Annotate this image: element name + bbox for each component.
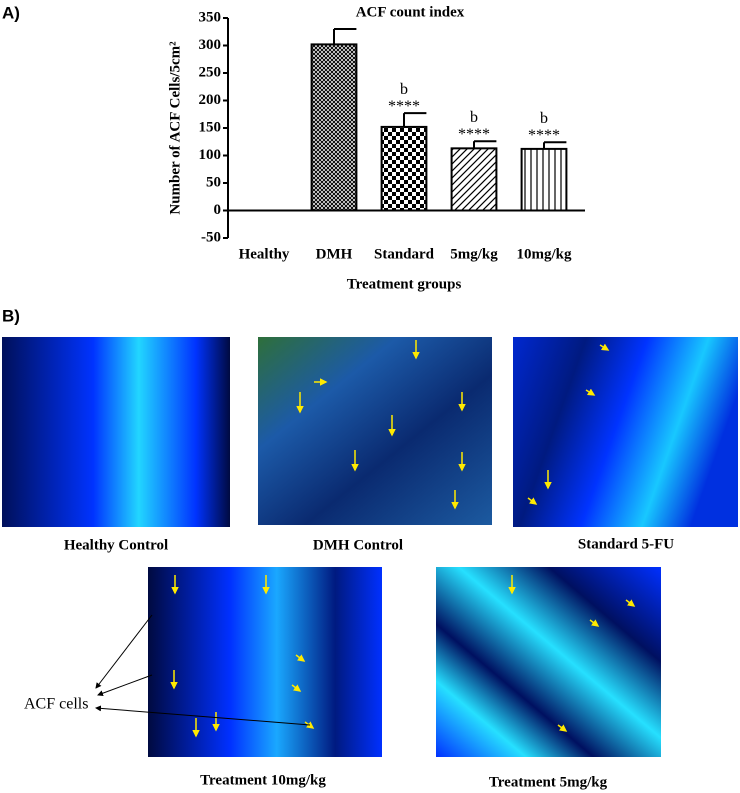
annotation: ACF cells: [24, 696, 88, 713]
y-tick-label: 200: [199, 92, 222, 108]
image-caption: Treatment 5mg/kg: [489, 774, 608, 790]
bar: [520, 147, 568, 212]
significance-letter: b: [540, 110, 548, 127]
significance-letter: b: [400, 81, 408, 98]
bar: [380, 125, 428, 212]
x-tick-label: Standard: [374, 246, 435, 262]
x-tick-label: Healthy: [239, 246, 290, 262]
panel-label: B): [2, 306, 20, 325]
yellow-arrows: [170, 340, 636, 738]
significance-letter: b: [470, 109, 478, 126]
y-tick-label: 50: [206, 174, 221, 190]
x-tick-label: 10mg/kg: [516, 246, 572, 262]
significance-stars: ****: [528, 127, 560, 144]
y-tick-label: 0: [214, 202, 222, 218]
bar: [450, 147, 498, 212]
significance-stars: ****: [458, 126, 490, 143]
y-tick-label: 250: [199, 64, 222, 80]
micrograph: [436, 567, 661, 757]
y-tick-label: 150: [199, 119, 222, 135]
chart-title: ACF count index: [356, 4, 465, 20]
micrograph: [513, 337, 738, 527]
micrograph: [2, 337, 230, 527]
panel-label: A): [2, 3, 20, 22]
image-caption: Treatment 10mg/kg: [200, 772, 326, 788]
y-tick-label: 350: [199, 9, 222, 25]
y-tick-label: -50: [201, 229, 221, 245]
annotation-arrows: [95, 614, 311, 726]
x-tick-label: DMH: [316, 246, 353, 262]
image-caption: Healthy Control: [64, 537, 168, 553]
micrograph: [258, 337, 492, 525]
image-caption: Standard 5-FU: [578, 536, 674, 552]
bar: [310, 43, 358, 212]
y-tick-label: 300: [199, 37, 222, 53]
x-tick-label: 5mg/kg: [450, 246, 498, 262]
y-tick-label: 100: [199, 147, 222, 163]
y-axis-title: Number of ACF Cells/5cm²: [167, 41, 183, 215]
micrograph: [148, 567, 382, 757]
image-caption: DMH Control: [313, 537, 403, 553]
x-axis-title: Treatment groups: [347, 276, 462, 292]
significance-stars: ****: [388, 98, 420, 115]
